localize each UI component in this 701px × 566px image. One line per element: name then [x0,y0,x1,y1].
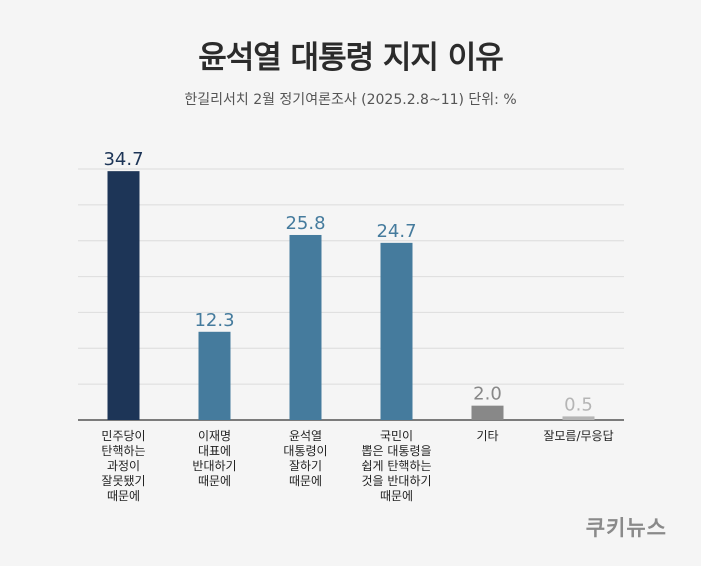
bar-1 [198,331,231,420]
data-label-0: 34.7 [103,149,143,170]
category-label-5: 잘모름/무응답 [543,429,614,443]
bar-2 [289,234,322,420]
data-label-4: 2.0 [473,384,502,405]
chart-subtitle: 한길리서치 2월 정기여론조사 (2025.2.8~11) 단위: % [184,92,517,108]
data-label-5: 0.5 [564,394,593,415]
chart-title: 윤석열 대통령 지지 이유 [198,40,504,76]
category-label-1: 이재명 대표에 반대하기 때문에 [192,429,237,488]
category-label-4: 기타 [476,429,499,443]
data-label-3: 24.7 [376,221,416,242]
category-label-3: 국민이 뽑은 대통령을 쉽게 탄핵하는 것을 반대하기 때문에 [361,429,432,503]
bar-3 [380,242,413,420]
data-label-1: 12.3 [194,310,234,331]
category-label-0: 민주당이 탄핵하는 과정이 잘못됐기 때문에 [101,429,146,503]
bar-5 [562,416,595,420]
bar-4 [471,405,504,420]
bar-0 [107,171,140,420]
publisher-logo: 쿠키뉴스 [585,516,667,540]
category-label-2: 윤석열 대통령이 잘하기 때문에 [283,429,328,488]
data-label-2: 25.8 [285,213,325,234]
